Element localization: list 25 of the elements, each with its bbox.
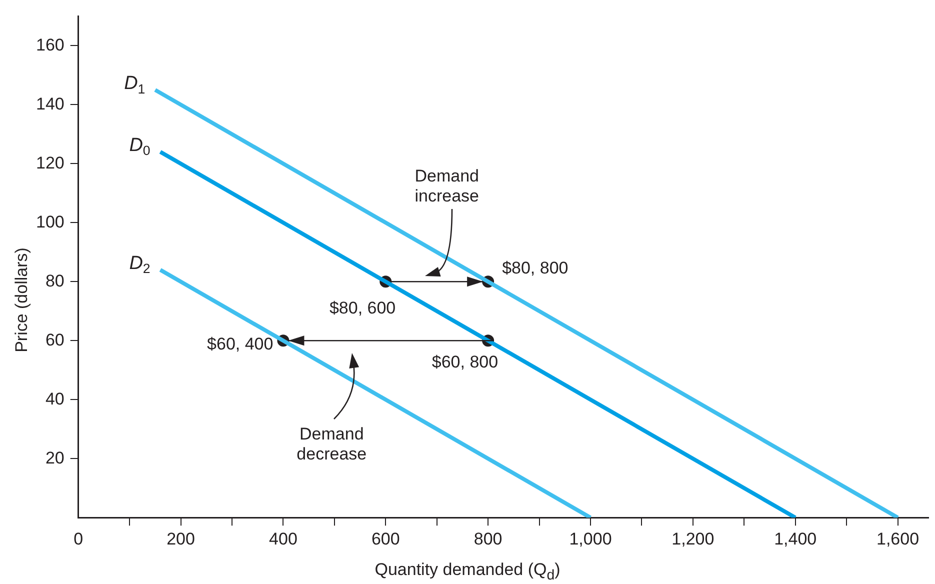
y-tick-label: 20 (45, 448, 64, 468)
y-tick-label: 80 (45, 271, 64, 290)
y-tick-label: 140 (36, 94, 64, 114)
y-tick-label: 40 (45, 389, 64, 408)
x-tick-label: 1,400 (774, 529, 817, 548)
y-tick-label: 160 (36, 35, 64, 54)
y-axis-title: Price (dollars) (12, 248, 32, 352)
x-tick-label: 600 (371, 529, 400, 548)
x-tick-label: 1,600 (876, 529, 920, 548)
x-tick-label: 400 (269, 529, 298, 548)
data-label: $80, 600 (329, 298, 396, 318)
data-label: $60, 400 (207, 334, 274, 354)
x-axis-title: Quantity demanded (Q$_{d}$) (374, 560, 562, 584)
x-tick-label: 1,200 (672, 529, 714, 548)
x-tick-label: 1,000 (569, 529, 612, 548)
y-tick-label: 120 (36, 153, 64, 172)
y-tick-label: 60 (45, 330, 64, 350)
x-tick-label: 200 (166, 529, 195, 548)
x-tick-label: 0 (74, 529, 84, 548)
data-label: $80, 800 (502, 258, 568, 278)
annotation: Demand decrease (296, 424, 367, 464)
annotation: Demand increase (414, 166, 479, 206)
y-tick-label: 100 (36, 212, 64, 232)
data-label: $60, 800 (432, 352, 498, 372)
x-tick-label: 800 (474, 529, 502, 548)
